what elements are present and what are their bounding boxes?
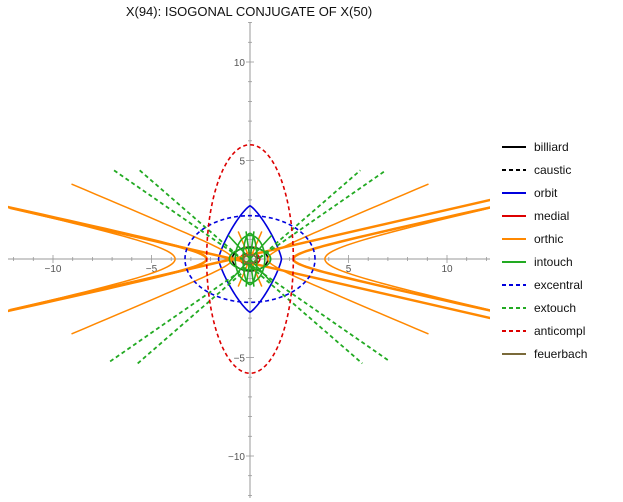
series-anticompl — [205, 143, 295, 375]
series-orthic-curve — [8, 206, 176, 312]
x-tick-label: 10 — [441, 264, 453, 275]
series-extouch-curve — [139, 169, 363, 365]
y-tick-label: 10 — [234, 58, 246, 69]
legend-label-orbit: orbit — [534, 186, 558, 200]
series-feuerbach-curve — [242, 253, 258, 265]
y-tick-label: 5 — [239, 157, 245, 168]
legend-label-billiard: billiard — [534, 140, 569, 154]
legend-label-medial: medial — [534, 209, 569, 223]
legend-label-excentral: excentral — [534, 278, 583, 292]
legend-label-extouch: extouch — [534, 301, 576, 315]
legend: billiard caustic orbit medial orthic intouch e… — [502, 140, 587, 361]
legend-label-anticompl: anticompl — [534, 324, 585, 338]
legend-label-intouch: intouch — [534, 255, 573, 269]
series-intouch-curve — [245, 231, 255, 287]
series-extouch — [109, 169, 391, 365]
y-tick-label: −10 — [228, 452, 245, 463]
y-tick-label: −5 — [234, 354, 246, 365]
x-tick-label: 5 — [346, 264, 352, 275]
series-layer — [8, 143, 490, 375]
series-orthic-curve — [324, 207, 490, 311]
legend-label-orthic: orthic — [534, 232, 563, 246]
x-tick-label: −10 — [45, 264, 62, 275]
x-tick-label: −5 — [146, 264, 158, 275]
legend-label-feuerbach: feuerbach — [534, 347, 587, 361]
series-intouch-curve — [228, 247, 272, 271]
series-excentral-curve — [184, 214, 316, 304]
series-feuerbach — [242, 253, 258, 265]
series-intouch-curve — [234, 234, 266, 284]
chart-title: X(94): ISOGONAL CONJUGATE OF X(50) — [126, 4, 372, 19]
series-extouch-curve — [137, 169, 361, 365]
series-orthic-curve — [266, 183, 429, 335]
legend-label-caustic: caustic — [534, 163, 571, 177]
series-excentral — [184, 214, 316, 304]
series-anticompl-curve — [205, 143, 295, 375]
